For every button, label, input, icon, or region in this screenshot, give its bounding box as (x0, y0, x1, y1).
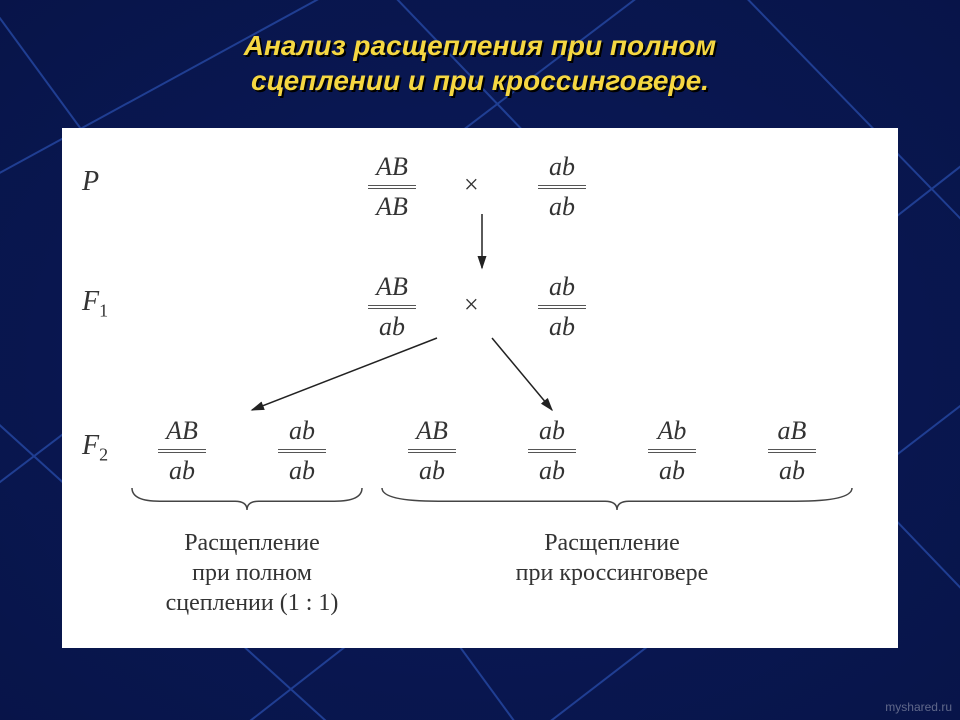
geno-F2-right-2: abab (522, 418, 582, 484)
caption-left: Расщепление при полном сцеплении (1 : 1) (142, 528, 362, 618)
geno-F1-2: abab (532, 274, 592, 340)
title-line-1: Анализ расщепления при полном (244, 30, 716, 61)
geno-F1-1: ABab (362, 274, 422, 340)
watermark: myshared.ru (885, 700, 952, 714)
geno-F2-left-1: ABab (152, 418, 212, 484)
slide-title: Анализ расщепления при полном сцеплении … (0, 28, 960, 98)
title-line-2: сцеплении и при кроссинговере. (251, 65, 709, 96)
geno-F2-right-4: aBab (762, 418, 822, 484)
label-F2: F2 (82, 430, 108, 466)
geno-F2-right-3: Abab (642, 418, 702, 484)
geno-F2-left-2: abab (272, 418, 332, 484)
label-F1: F1 (82, 286, 108, 322)
caption-right: Расщепление при кроссинговере (442, 528, 782, 588)
diagram-panel: P AB AB × ab ab F1 ABab × abab F2 ABab (62, 128, 898, 648)
cross-F1: × (464, 290, 479, 320)
geno-F2-right-1: ABab (402, 418, 462, 484)
brace-right (382, 488, 852, 518)
brace-left (132, 488, 362, 518)
